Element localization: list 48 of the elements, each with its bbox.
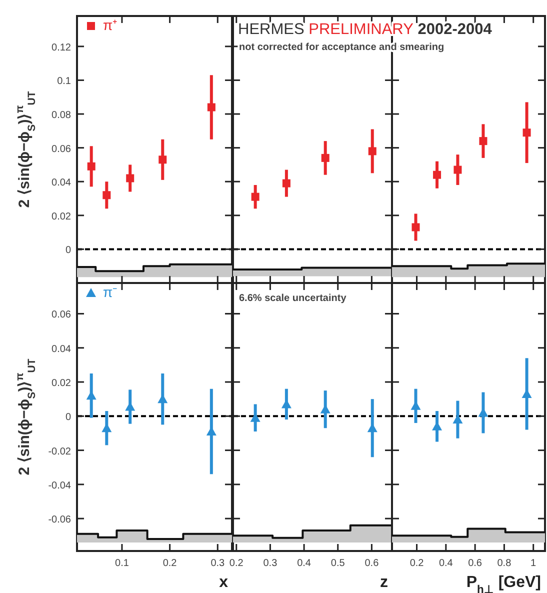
x-tick-label: 0.6 xyxy=(364,558,380,569)
x-tick-label: 0.4 xyxy=(438,558,454,569)
point xyxy=(433,170,442,179)
y-tick-label: 0 xyxy=(65,412,72,424)
point xyxy=(126,174,134,182)
y-tick-label: 0.06 xyxy=(52,310,72,321)
y-tick-label: 0.02 xyxy=(52,378,72,390)
point xyxy=(207,103,216,112)
x-axis-title: z xyxy=(380,574,388,591)
x-axis-title: x xyxy=(219,574,228,591)
y-tick-label: -0.06 xyxy=(48,514,72,526)
x-tick-label: 0.1 xyxy=(115,558,130,569)
x-tick-label: 0.2 xyxy=(229,558,244,569)
point xyxy=(87,162,96,170)
y-tick-label: 0.08 xyxy=(52,110,72,122)
y-tick-label: 0.04 xyxy=(52,178,72,189)
x-tick-label: 0.3 xyxy=(263,558,278,569)
point xyxy=(454,166,462,174)
point xyxy=(321,154,330,162)
y-tick-label: 0.04 xyxy=(52,344,72,355)
x-tick-label: 0.2 xyxy=(410,558,424,569)
x-tick-label: 0.4 xyxy=(297,558,312,569)
point xyxy=(412,223,420,232)
x-tick-label: 0.3 xyxy=(210,558,226,569)
point xyxy=(368,147,376,156)
y-tick-label: 0.06 xyxy=(52,144,72,155)
point xyxy=(479,137,488,146)
x-tick-label: 0.5 xyxy=(330,558,346,569)
x-axis-title: P$_{h⊥}$ [GeV] xyxy=(466,574,541,593)
point xyxy=(251,192,260,201)
x-tick-label: 0.6 xyxy=(468,558,482,569)
point xyxy=(102,191,111,200)
point xyxy=(282,179,290,188)
x-tick-label: 1 xyxy=(530,558,537,569)
legend-label: π⁻ xyxy=(103,284,118,300)
line-series xyxy=(76,263,233,272)
legend-label: π⁺ xyxy=(103,17,118,33)
point xyxy=(522,128,531,137)
y-tick-label: -0.04 xyxy=(48,480,72,492)
y-tick-label: 0.02 xyxy=(52,211,72,222)
y-tick-label: 0.1 xyxy=(57,76,72,88)
x-tick-label: 0.2 xyxy=(162,558,178,569)
y-tick-label: -0.02 xyxy=(48,446,72,458)
annotation: 6.6% scale uncertainty xyxy=(239,293,347,304)
x-tick-label: 0.8 xyxy=(497,558,512,569)
point xyxy=(158,156,167,164)
y-tick-label: 0 xyxy=(65,245,72,256)
y-tick-label: 0.12 xyxy=(52,42,72,54)
